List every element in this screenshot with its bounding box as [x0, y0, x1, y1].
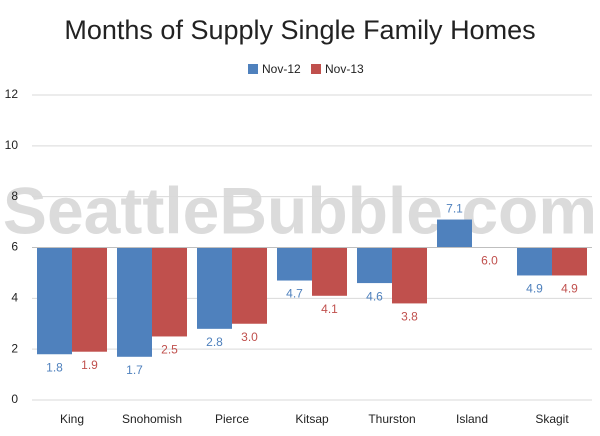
bar [312, 247, 347, 296]
value-label: 6.0 [481, 254, 498, 268]
y-tick-label: 2 [11, 341, 18, 355]
legend-swatch [248, 64, 258, 74]
bar [552, 247, 587, 276]
x-tick-label: Thurston [368, 412, 415, 426]
watermark: SeattleBubble.com [3, 173, 597, 247]
value-label: 4.7 [286, 287, 303, 301]
bar [277, 247, 312, 281]
bar [72, 247, 107, 352]
value-label: 1.7 [126, 363, 143, 377]
value-label: 4.1 [321, 302, 338, 316]
value-label: 4.9 [561, 282, 578, 296]
value-label: 2.8 [206, 335, 223, 349]
bar [117, 247, 152, 357]
value-label: 4.6 [366, 289, 383, 303]
y-tick-label: 8 [11, 189, 18, 203]
bar [437, 219, 472, 248]
bar [197, 247, 232, 329]
value-label: 2.5 [161, 343, 178, 357]
legend-swatch [311, 64, 321, 74]
bar [152, 247, 187, 337]
x-tick-label: King [60, 412, 84, 426]
bar [392, 247, 427, 304]
value-label: 7.1 [446, 202, 463, 216]
y-tick-label: 12 [5, 87, 19, 101]
bar [232, 247, 267, 324]
y-tick-label: 6 [11, 240, 18, 254]
value-label: 1.9 [81, 358, 98, 372]
value-label: 4.9 [526, 282, 543, 296]
bar [357, 247, 392, 284]
value-label: 3.0 [241, 330, 258, 344]
x-tick-label: Island [456, 412, 488, 426]
x-tick-label: Kitsap [295, 412, 329, 426]
bar [37, 247, 72, 355]
y-tick-label: 10 [5, 138, 19, 152]
value-label: 3.8 [401, 310, 418, 324]
y-tick-label: 4 [11, 291, 18, 305]
x-tick-label: Pierce [215, 412, 249, 426]
y-tick-label: 0 [11, 392, 18, 406]
x-tick-label: Skagit [535, 412, 569, 426]
legend-label: Nov-12 [262, 62, 301, 76]
bar [517, 247, 552, 276]
legend-label: Nov-13 [325, 62, 364, 76]
value-label: 1.8 [46, 360, 63, 374]
chart-title: Months of Supply Single Family Homes [64, 15, 535, 45]
x-tick-label: Snohomish [122, 412, 182, 426]
